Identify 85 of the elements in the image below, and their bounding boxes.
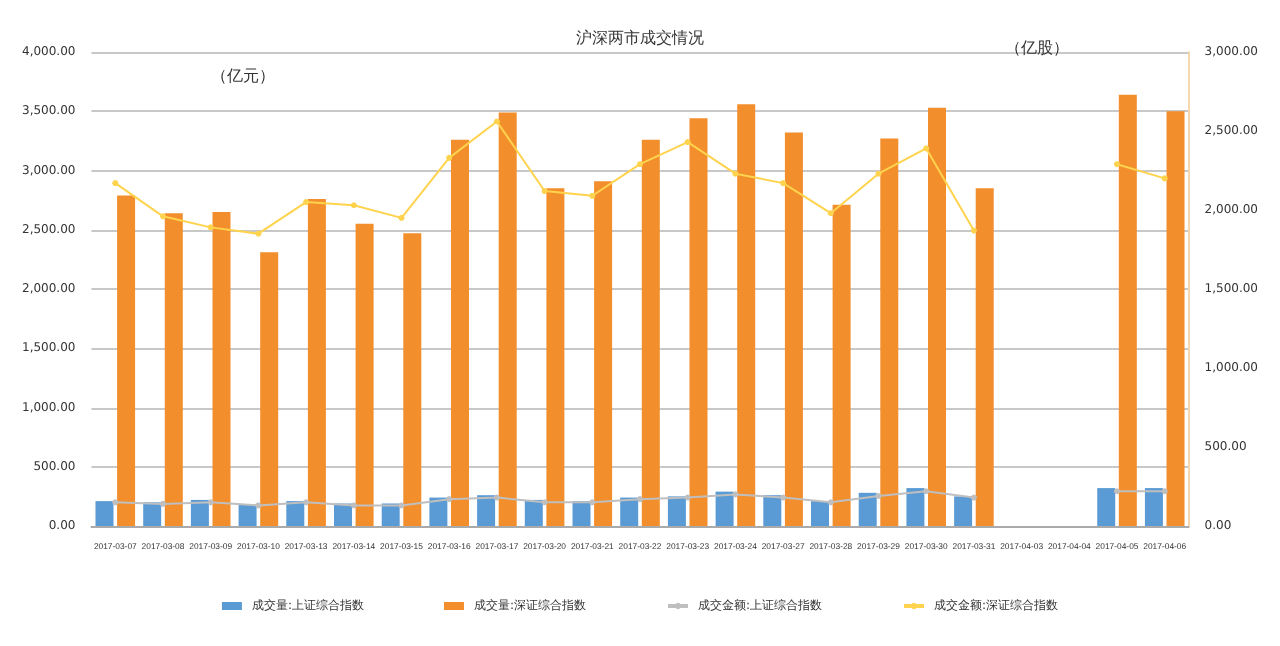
bar xyxy=(143,502,162,526)
bar xyxy=(307,198,326,526)
point xyxy=(541,499,548,506)
bar xyxy=(1097,488,1116,526)
point xyxy=(350,202,357,209)
point xyxy=(1161,488,1168,495)
point xyxy=(970,494,977,501)
bar xyxy=(784,132,803,526)
y2-axis-title: （亿股） xyxy=(1004,39,1069,57)
bar xyxy=(381,503,400,526)
y-axis-title: （亿元） xyxy=(211,67,276,85)
point xyxy=(923,145,930,152)
point xyxy=(589,499,596,506)
point xyxy=(732,491,739,498)
point xyxy=(637,496,643,503)
bar xyxy=(594,181,613,526)
point xyxy=(160,213,166,220)
bar xyxy=(117,195,136,526)
bar xyxy=(880,138,899,526)
bar xyxy=(832,204,851,526)
bar xyxy=(477,495,496,526)
bar xyxy=(737,104,756,526)
bar xyxy=(1118,94,1137,526)
bar xyxy=(954,496,973,526)
point xyxy=(160,500,166,507)
point xyxy=(684,139,691,146)
point xyxy=(112,180,119,187)
bar xyxy=(524,499,543,526)
chart-title: 沪深两市成交情况 xyxy=(576,29,704,47)
point xyxy=(493,494,500,501)
bar xyxy=(763,495,782,526)
bar xyxy=(546,188,565,526)
bar xyxy=(858,492,877,526)
bar xyxy=(975,188,994,526)
bar xyxy=(403,233,422,526)
bar xyxy=(451,139,469,526)
point xyxy=(1161,175,1168,182)
point xyxy=(732,170,739,177)
point xyxy=(1114,488,1121,495)
point xyxy=(398,502,405,509)
bar xyxy=(572,501,591,526)
bar xyxy=(811,501,829,526)
point xyxy=(970,227,977,234)
point xyxy=(589,192,596,199)
bar xyxy=(498,112,517,526)
bar xyxy=(1166,111,1185,526)
bar xyxy=(715,491,734,526)
point xyxy=(446,154,453,161)
point xyxy=(780,180,787,187)
bar xyxy=(355,223,374,526)
point xyxy=(112,499,119,506)
point xyxy=(875,492,882,499)
point xyxy=(493,118,500,125)
point xyxy=(398,214,405,221)
bar xyxy=(641,139,660,526)
bar xyxy=(429,497,448,526)
point xyxy=(303,499,310,506)
bar xyxy=(286,501,305,526)
bar xyxy=(260,252,279,526)
bar xyxy=(190,499,209,526)
bar xyxy=(620,497,639,526)
point xyxy=(541,188,548,195)
point xyxy=(207,499,214,506)
bar xyxy=(333,503,352,526)
point xyxy=(923,488,930,495)
bar xyxy=(689,118,708,526)
bar xyxy=(667,496,686,526)
point xyxy=(255,502,262,509)
point xyxy=(255,230,262,237)
point xyxy=(350,502,357,509)
point xyxy=(827,499,834,506)
bar xyxy=(906,488,925,526)
point xyxy=(637,161,643,168)
point xyxy=(446,496,453,503)
bar xyxy=(238,504,257,526)
bar xyxy=(95,501,114,526)
point xyxy=(827,210,834,217)
bar xyxy=(928,107,947,526)
point xyxy=(207,224,214,231)
bar xyxy=(164,213,183,526)
point xyxy=(1114,161,1121,168)
bar xyxy=(1144,488,1163,526)
bar xyxy=(212,211,231,526)
point xyxy=(303,199,310,206)
point xyxy=(780,494,787,501)
